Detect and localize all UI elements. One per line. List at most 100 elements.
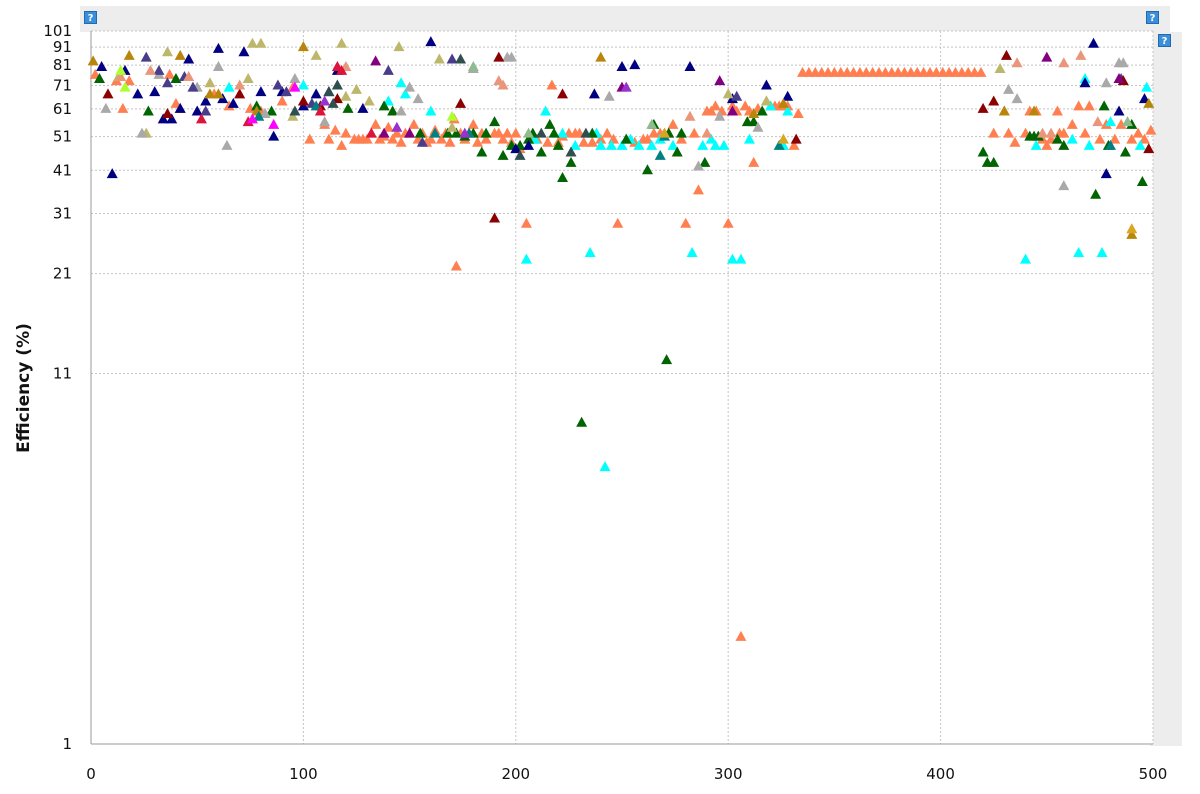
data-point[interactable] — [238, 46, 250, 57]
data-point[interactable] — [289, 73, 301, 84]
data-point[interactable] — [446, 121, 458, 132]
data-point[interactable] — [680, 217, 692, 228]
data-point[interactable] — [667, 118, 679, 129]
data-point[interactable] — [382, 95, 394, 106]
data-point[interactable] — [1105, 139, 1117, 150]
data-point[interactable] — [100, 102, 112, 113]
data-point[interactable] — [722, 217, 734, 228]
data-point[interactable] — [684, 61, 696, 72]
data-point[interactable] — [535, 127, 547, 138]
data-point[interactable] — [212, 88, 224, 99]
data-point[interactable] — [709, 139, 721, 150]
data-point[interactable] — [705, 133, 717, 144]
data-point[interactable] — [584, 247, 596, 258]
data-point[interactable] — [144, 64, 156, 75]
data-point[interactable] — [1145, 124, 1157, 135]
data-point[interactable] — [399, 88, 411, 99]
data-point[interactable] — [520, 253, 532, 264]
data-point[interactable] — [365, 127, 377, 138]
data-point[interactable] — [1141, 81, 1153, 92]
data-point[interactable] — [684, 110, 696, 121]
data-point[interactable] — [489, 212, 501, 223]
data-point[interactable] — [501, 127, 513, 138]
data-point[interactable] — [200, 105, 212, 116]
data-point[interactable] — [395, 105, 407, 116]
help-icon[interactable]: ? — [1158, 34, 1171, 47]
data-point[interactable] — [510, 143, 522, 154]
data-point[interactable] — [304, 133, 316, 144]
data-point[interactable] — [975, 66, 987, 77]
data-point[interactable] — [136, 127, 148, 138]
data-point[interactable] — [510, 127, 522, 138]
data-point[interactable] — [792, 108, 804, 119]
data-point[interactable] — [748, 156, 760, 167]
data-point[interactable] — [327, 97, 339, 108]
data-point[interactable] — [378, 100, 390, 111]
data-point[interactable] — [620, 133, 632, 144]
data-point[interactable] — [739, 100, 751, 111]
data-point[interactable] — [153, 64, 165, 75]
data-point[interactable] — [977, 146, 989, 157]
data-point[interactable] — [620, 81, 632, 92]
data-point[interactable] — [1037, 127, 1049, 138]
data-point[interactable] — [701, 127, 713, 138]
data-point[interactable] — [1028, 105, 1040, 116]
data-point[interactable] — [342, 102, 354, 113]
data-point[interactable] — [382, 121, 394, 132]
data-point[interactable] — [204, 77, 216, 88]
data-point[interactable] — [251, 100, 263, 111]
data-point[interactable] — [735, 253, 747, 264]
data-point[interactable] — [351, 83, 362, 94]
data-point[interactable] — [455, 53, 467, 64]
data-point[interactable] — [1139, 93, 1151, 104]
data-point[interactable] — [599, 461, 611, 472]
data-point[interactable] — [580, 127, 592, 138]
data-point[interactable] — [497, 133, 509, 144]
data-point[interactable] — [718, 139, 730, 150]
data-point[interactable] — [1058, 127, 1070, 138]
data-point[interactable] — [170, 73, 182, 84]
data-point[interactable] — [391, 127, 403, 138]
data-point[interactable] — [542, 136, 554, 147]
data-point[interactable] — [412, 93, 424, 104]
data-point[interactable] — [497, 149, 509, 160]
data-point[interactable] — [132, 88, 144, 99]
data-point[interactable] — [493, 127, 505, 138]
data-point[interactable] — [1122, 116, 1134, 127]
data-point[interactable] — [686, 247, 698, 258]
data-point[interactable] — [450, 127, 462, 138]
data-point[interactable] — [1105, 116, 1117, 127]
data-point[interactable] — [988, 95, 1000, 106]
data-point[interactable] — [552, 139, 564, 150]
data-point[interactable] — [671, 146, 683, 157]
data-point[interactable] — [605, 139, 617, 150]
data-point[interactable] — [266, 105, 278, 116]
data-point[interactable] — [297, 79, 309, 90]
data-point[interactable] — [1092, 116, 1104, 127]
data-point[interactable] — [117, 102, 129, 113]
data-point[interactable] — [310, 49, 322, 60]
data-point[interactable] — [336, 64, 348, 75]
data-point[interactable] — [140, 51, 152, 62]
data-point[interactable] — [1119, 146, 1131, 157]
data-point[interactable] — [450, 260, 462, 271]
data-point[interactable] — [157, 113, 169, 124]
data-point[interactable] — [387, 133, 399, 144]
data-point[interactable] — [414, 127, 426, 138]
data-point[interactable] — [726, 253, 738, 264]
data-point[interactable] — [183, 53, 195, 64]
data-point[interactable] — [544, 118, 556, 129]
data-point[interactable] — [699, 156, 711, 167]
data-point[interactable] — [93, 73, 105, 84]
data-point[interactable] — [1066, 118, 1078, 129]
data-point[interactable] — [442, 127, 454, 138]
data-point[interactable] — [102, 88, 114, 99]
data-point[interactable] — [476, 146, 488, 157]
data-point[interactable] — [692, 160, 704, 171]
data-point[interactable] — [96, 61, 108, 72]
data-point[interactable] — [1117, 57, 1129, 68]
data-point[interactable] — [361, 133, 373, 144]
data-point[interactable] — [548, 127, 560, 138]
data-point[interactable] — [705, 105, 717, 116]
data-point[interactable] — [87, 55, 99, 66]
